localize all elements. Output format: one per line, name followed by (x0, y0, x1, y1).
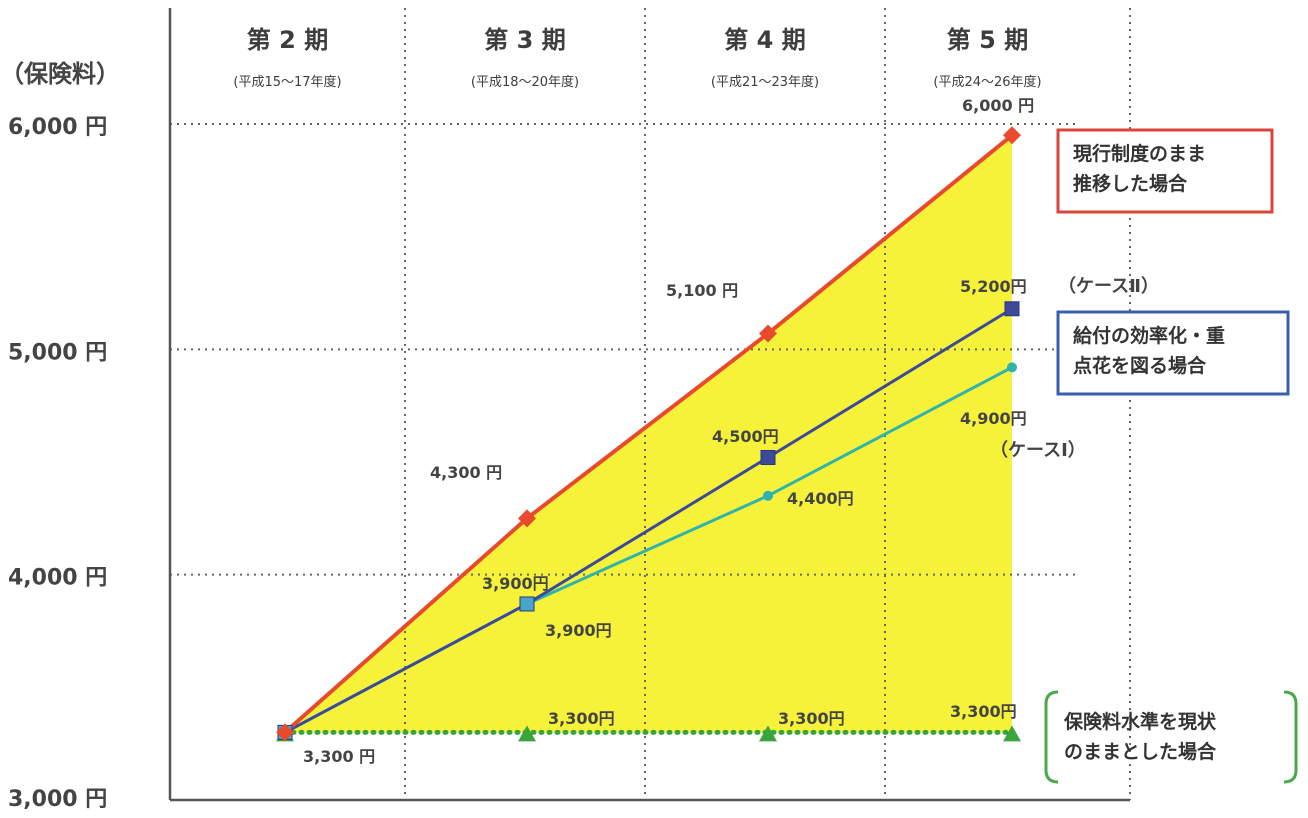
data-label: 3,900円 (545, 621, 612, 640)
efficiency-box-frame (1056, 310, 1290, 396)
labels: （保険料） 3,000 円 4,000 円 5,000 円 6,000 円 第 2 期 (平… (0, 26, 1159, 812)
data-label: 3,300円 (548, 709, 615, 728)
flat-box-text: のままとした場合 (1064, 740, 1217, 763)
data-point-case1 (763, 490, 773, 501)
data-label: 4,300 円 (430, 463, 502, 482)
y-tick-label: 6,000 円 (8, 115, 107, 140)
data-label: 5,200円 (960, 277, 1027, 296)
data-point-current (759, 324, 777, 343)
flat-box-left-bracket (1044, 690, 1059, 784)
data-point-current (276, 723, 294, 742)
data-point-flat (759, 725, 777, 742)
efficiency-box-text: 給付の効率化・重 (1073, 324, 1225, 347)
data-point-flat (518, 725, 536, 742)
current-system-box-text: 現行制度のまま (1073, 142, 1206, 165)
annotation-boxes: 現行制度のまま推移した場合給付の効率化・重点花を図る場合保険料水準を現状のままと… (1044, 128, 1298, 784)
data-label: 4,900円 (960, 409, 1027, 428)
efficiency-box-text: 点花を図る場合 (1073, 354, 1207, 377)
y-tick-label: 3,000 円 (8, 787, 107, 812)
flat-box-right-bracket (1283, 690, 1298, 784)
period-subtitle: (平成24～26年度) (933, 74, 1041, 90)
period-title: 第 4 期 (724, 26, 805, 54)
data-point-case2 (519, 596, 535, 612)
period-title: 第 3 期 (484, 26, 565, 54)
data-point-case2 (760, 449, 776, 465)
data-label: 6,000 円 (962, 96, 1034, 115)
period-title: 第 2 期 (247, 26, 328, 54)
y-tick-label: 5,000 円 (8, 340, 107, 365)
current-system-box-text: 推移した場合 (1073, 172, 1188, 195)
data-label: 3,300円 (950, 702, 1017, 721)
period-title: 第 5 期 (947, 26, 1028, 54)
series-line-case2 (284, 307, 1013, 734)
data-label: 3,300円 (778, 709, 845, 728)
period-subtitle: (平成15～17年度) (233, 74, 341, 90)
data-label: 3,300 円 (303, 747, 375, 766)
current-system-box-frame (1056, 128, 1274, 214)
data-point-case2 (1004, 301, 1020, 317)
axes (168, 8, 1130, 802)
y-unit-label: （保険料） (0, 60, 120, 88)
case-label-1: （ケースⅠ） (990, 440, 1086, 461)
period-subtitle: (平成18～20年度) (471, 74, 579, 90)
data-point-current (1003, 126, 1021, 145)
y-tick-label: 4,000 円 (8, 566, 107, 591)
data-label: 4,400円 (787, 489, 854, 508)
data-point-current (518, 509, 536, 528)
data-point-flat (1003, 725, 1021, 742)
period-subtitle: (平成21～23年度) (711, 74, 819, 90)
case-label-2: （ケースⅡ） (1058, 276, 1159, 297)
data-label: 4,500円 (712, 427, 779, 446)
data-label: 3,900円 (482, 574, 549, 593)
flat-box-text: 保険料水準を現状 (1063, 710, 1217, 733)
series-lines (276, 126, 1021, 742)
data-label: 5,100 円 (666, 281, 738, 300)
series-line-current (283, 133, 1014, 734)
data-point-case1 (1007, 362, 1017, 373)
